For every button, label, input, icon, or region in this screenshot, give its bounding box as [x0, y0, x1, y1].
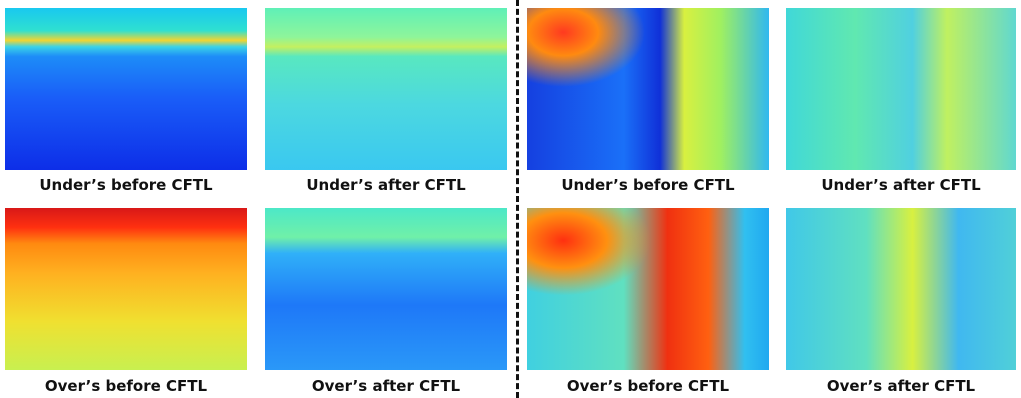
caption: Over’s before CFTL [517, 377, 779, 395]
caption: Over’s after CFTL [770, 377, 1021, 395]
heatmap-image [786, 8, 1016, 170]
heatmap-image [265, 208, 507, 370]
heatmap-image [527, 8, 769, 170]
caption: Over’s before CFTL [0, 377, 257, 395]
heatmap-image [527, 208, 769, 370]
caption: Under’s before CFTL [0, 176, 257, 194]
heatmap-image [5, 8, 247, 170]
caption: Under’s before CFTL [517, 176, 779, 194]
heatmap-image [265, 8, 507, 170]
caption: Over’s after CFTL [255, 377, 517, 395]
heatmap-image [786, 208, 1016, 370]
dashed-divider [516, 0, 519, 398]
caption: Under’s after CFTL [770, 176, 1021, 194]
figure: Under’s before CFTL Under’s after CFTL U… [0, 0, 1021, 398]
heatmap-image [5, 208, 247, 370]
caption: Under’s after CFTL [255, 176, 517, 194]
